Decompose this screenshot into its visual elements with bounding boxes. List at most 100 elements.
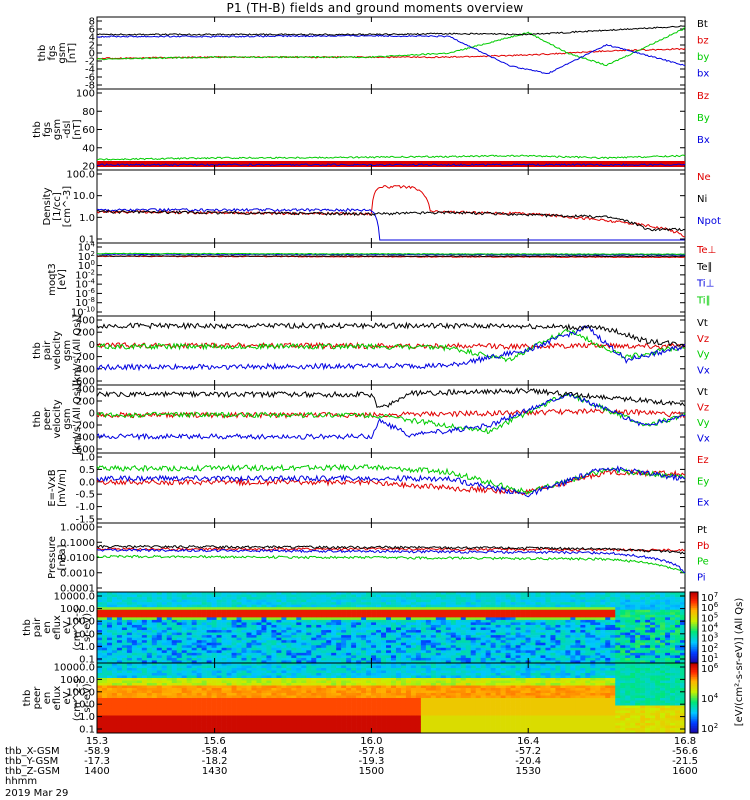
y-tick-label: 0.0 bbox=[79, 477, 95, 488]
series-Pt bbox=[96, 544, 685, 555]
y-tick-label: 100.0 bbox=[66, 170, 95, 181]
y-tick-label: 20 bbox=[82, 162, 95, 173]
y-axis-label: [nT] bbox=[72, 119, 83, 139]
y-axis-label: eflux bbox=[52, 686, 63, 711]
y-tick-label: 10.0 bbox=[73, 191, 95, 202]
y-axis-label: pair bbox=[32, 617, 43, 637]
series-Pe bbox=[96, 554, 686, 574]
y-axis-label: eflux bbox=[52, 615, 63, 640]
x-row-value: -19.3 bbox=[358, 756, 384, 767]
colorbar-tick: 102 bbox=[701, 642, 718, 655]
colorbar-tick: 107 bbox=[701, 591, 718, 604]
y-tick-label: 10-2 bbox=[75, 268, 95, 281]
y-axis-label: sr-eV) bbox=[82, 683, 93, 712]
y-tick-label: 400 bbox=[76, 316, 95, 327]
y-tick-label: -8 bbox=[85, 81, 95, 92]
y-tick-label: -1.0 bbox=[75, 502, 95, 513]
y-axis-label: thb bbox=[22, 619, 33, 636]
y-tick-label: -1.5 bbox=[75, 515, 95, 526]
series-Te∥ bbox=[96, 255, 686, 258]
series-Bt bbox=[96, 25, 686, 36]
y-tick-label: 100 bbox=[76, 89, 95, 100]
colorbar-tick: 104 bbox=[701, 622, 719, 635]
series-Vy bbox=[96, 328, 686, 363]
x-row-label: thb_Y-GSM bbox=[5, 756, 58, 767]
y-axis-label: thb bbox=[32, 411, 43, 428]
legend-Ey: Ey bbox=[697, 476, 709, 487]
x-row-value: 1400 bbox=[84, 766, 109, 777]
y-tick-label: -6 bbox=[85, 73, 95, 84]
legend-bz: bz bbox=[697, 36, 709, 47]
legend-By: By bbox=[697, 113, 710, 124]
legend-Vx: Vx bbox=[697, 434, 710, 445]
y-tick-label: 10000.0 bbox=[54, 663, 95, 674]
series-Ez bbox=[96, 468, 686, 496]
x-tick-label: 16.4 bbox=[517, 736, 539, 747]
colorbar-tick: 103 bbox=[701, 632, 718, 645]
series-Ti∥ bbox=[96, 252, 685, 256]
legend-Pb: Pb bbox=[697, 541, 709, 552]
y-tick-label: 104 bbox=[78, 241, 96, 254]
series-By bbox=[96, 154, 686, 161]
colorbar-tick: 106 bbox=[701, 601, 719, 614]
y-tick-label: 0.1 bbox=[79, 655, 95, 666]
y-tick-label: 10-10 bbox=[71, 306, 95, 319]
y-tick-label: 1000.0 bbox=[60, 604, 95, 615]
y-axis-label: [nPa] bbox=[57, 544, 68, 570]
series-Bx bbox=[96, 163, 686, 167]
series-bz bbox=[96, 47, 686, 60]
y-tick-label: 0 bbox=[89, 409, 95, 420]
y-axis-label: E=-VxB bbox=[47, 469, 58, 506]
y-tick-label: -600 bbox=[72, 377, 95, 388]
panel-frame bbox=[96, 169, 686, 244]
date-label: 2019 Mar 29 bbox=[5, 788, 68, 799]
y-tick-label: 80 bbox=[82, 107, 95, 118]
legend-Ne: Ne bbox=[697, 172, 711, 183]
colorbar-bottom bbox=[689, 662, 699, 734]
y-axis-label: velocity bbox=[52, 399, 63, 438]
panel-frame bbox=[96, 16, 686, 90]
ion-spectrogram-heatmap bbox=[97, 592, 686, 664]
y-tick-label: 40 bbox=[82, 143, 95, 154]
y-tick-label: 10-6 bbox=[75, 287, 95, 300]
y-axis-label: en bbox=[42, 621, 53, 634]
y-axis-label: [km/s (All Qs)] bbox=[72, 315, 83, 387]
series-Ni bbox=[96, 210, 686, 232]
y-tick-label: 6 bbox=[89, 25, 95, 36]
legend-Npot: Npot bbox=[697, 216, 721, 227]
y-tick-label: 1.0 bbox=[79, 453, 95, 464]
series-Te⊥ bbox=[96, 255, 686, 259]
legend-Vz: Vz bbox=[697, 334, 709, 345]
series-Bz bbox=[97, 161, 685, 167]
y-tick-label: -4 bbox=[85, 65, 95, 76]
legend-Te∥: Te∥ bbox=[696, 262, 713, 273]
legend-Pe: Pe bbox=[697, 557, 709, 568]
y-axis-label: thb bbox=[37, 45, 48, 62]
colorbar-top bbox=[689, 591, 699, 664]
y-tick-label: -400 bbox=[72, 433, 95, 444]
x-row-value: -18.2 bbox=[202, 756, 228, 767]
colorbar-tick: 106 bbox=[701, 662, 719, 675]
x-tick-label: 15.6 bbox=[203, 736, 225, 747]
y-axis-label: pair bbox=[42, 340, 53, 360]
y-tick-label: -2 bbox=[85, 57, 95, 68]
y-tick-label: -0.5 bbox=[75, 490, 95, 501]
y-axis-label: gsm bbox=[62, 340, 73, 361]
y-tick-label: 60 bbox=[82, 125, 95, 136]
colorbar-label: [eV/(cm²-s-sr-eV)] (All Qs) bbox=[734, 598, 745, 727]
y-axis-label: gsm bbox=[62, 408, 73, 429]
y-axis-label: fgs bbox=[47, 45, 58, 60]
y-axis-label: peer bbox=[32, 686, 43, 710]
y-tick-label: 10-8 bbox=[75, 296, 95, 309]
colorbar-tick: 104 bbox=[701, 692, 719, 705]
series-Npot bbox=[97, 207, 685, 241]
y-axis-label: gsm bbox=[57, 42, 68, 63]
x-row-value: 1600 bbox=[672, 766, 697, 777]
y-axis-label: velocity bbox=[52, 331, 63, 370]
legend-Ti∥: Ti∥ bbox=[696, 295, 711, 306]
y-axis-label: [km/s (All Qs)] bbox=[72, 383, 83, 455]
y-tick-label: 10.0 bbox=[73, 700, 95, 711]
series-Ey bbox=[96, 463, 686, 496]
y-tick-label: 0.5 bbox=[79, 465, 95, 476]
